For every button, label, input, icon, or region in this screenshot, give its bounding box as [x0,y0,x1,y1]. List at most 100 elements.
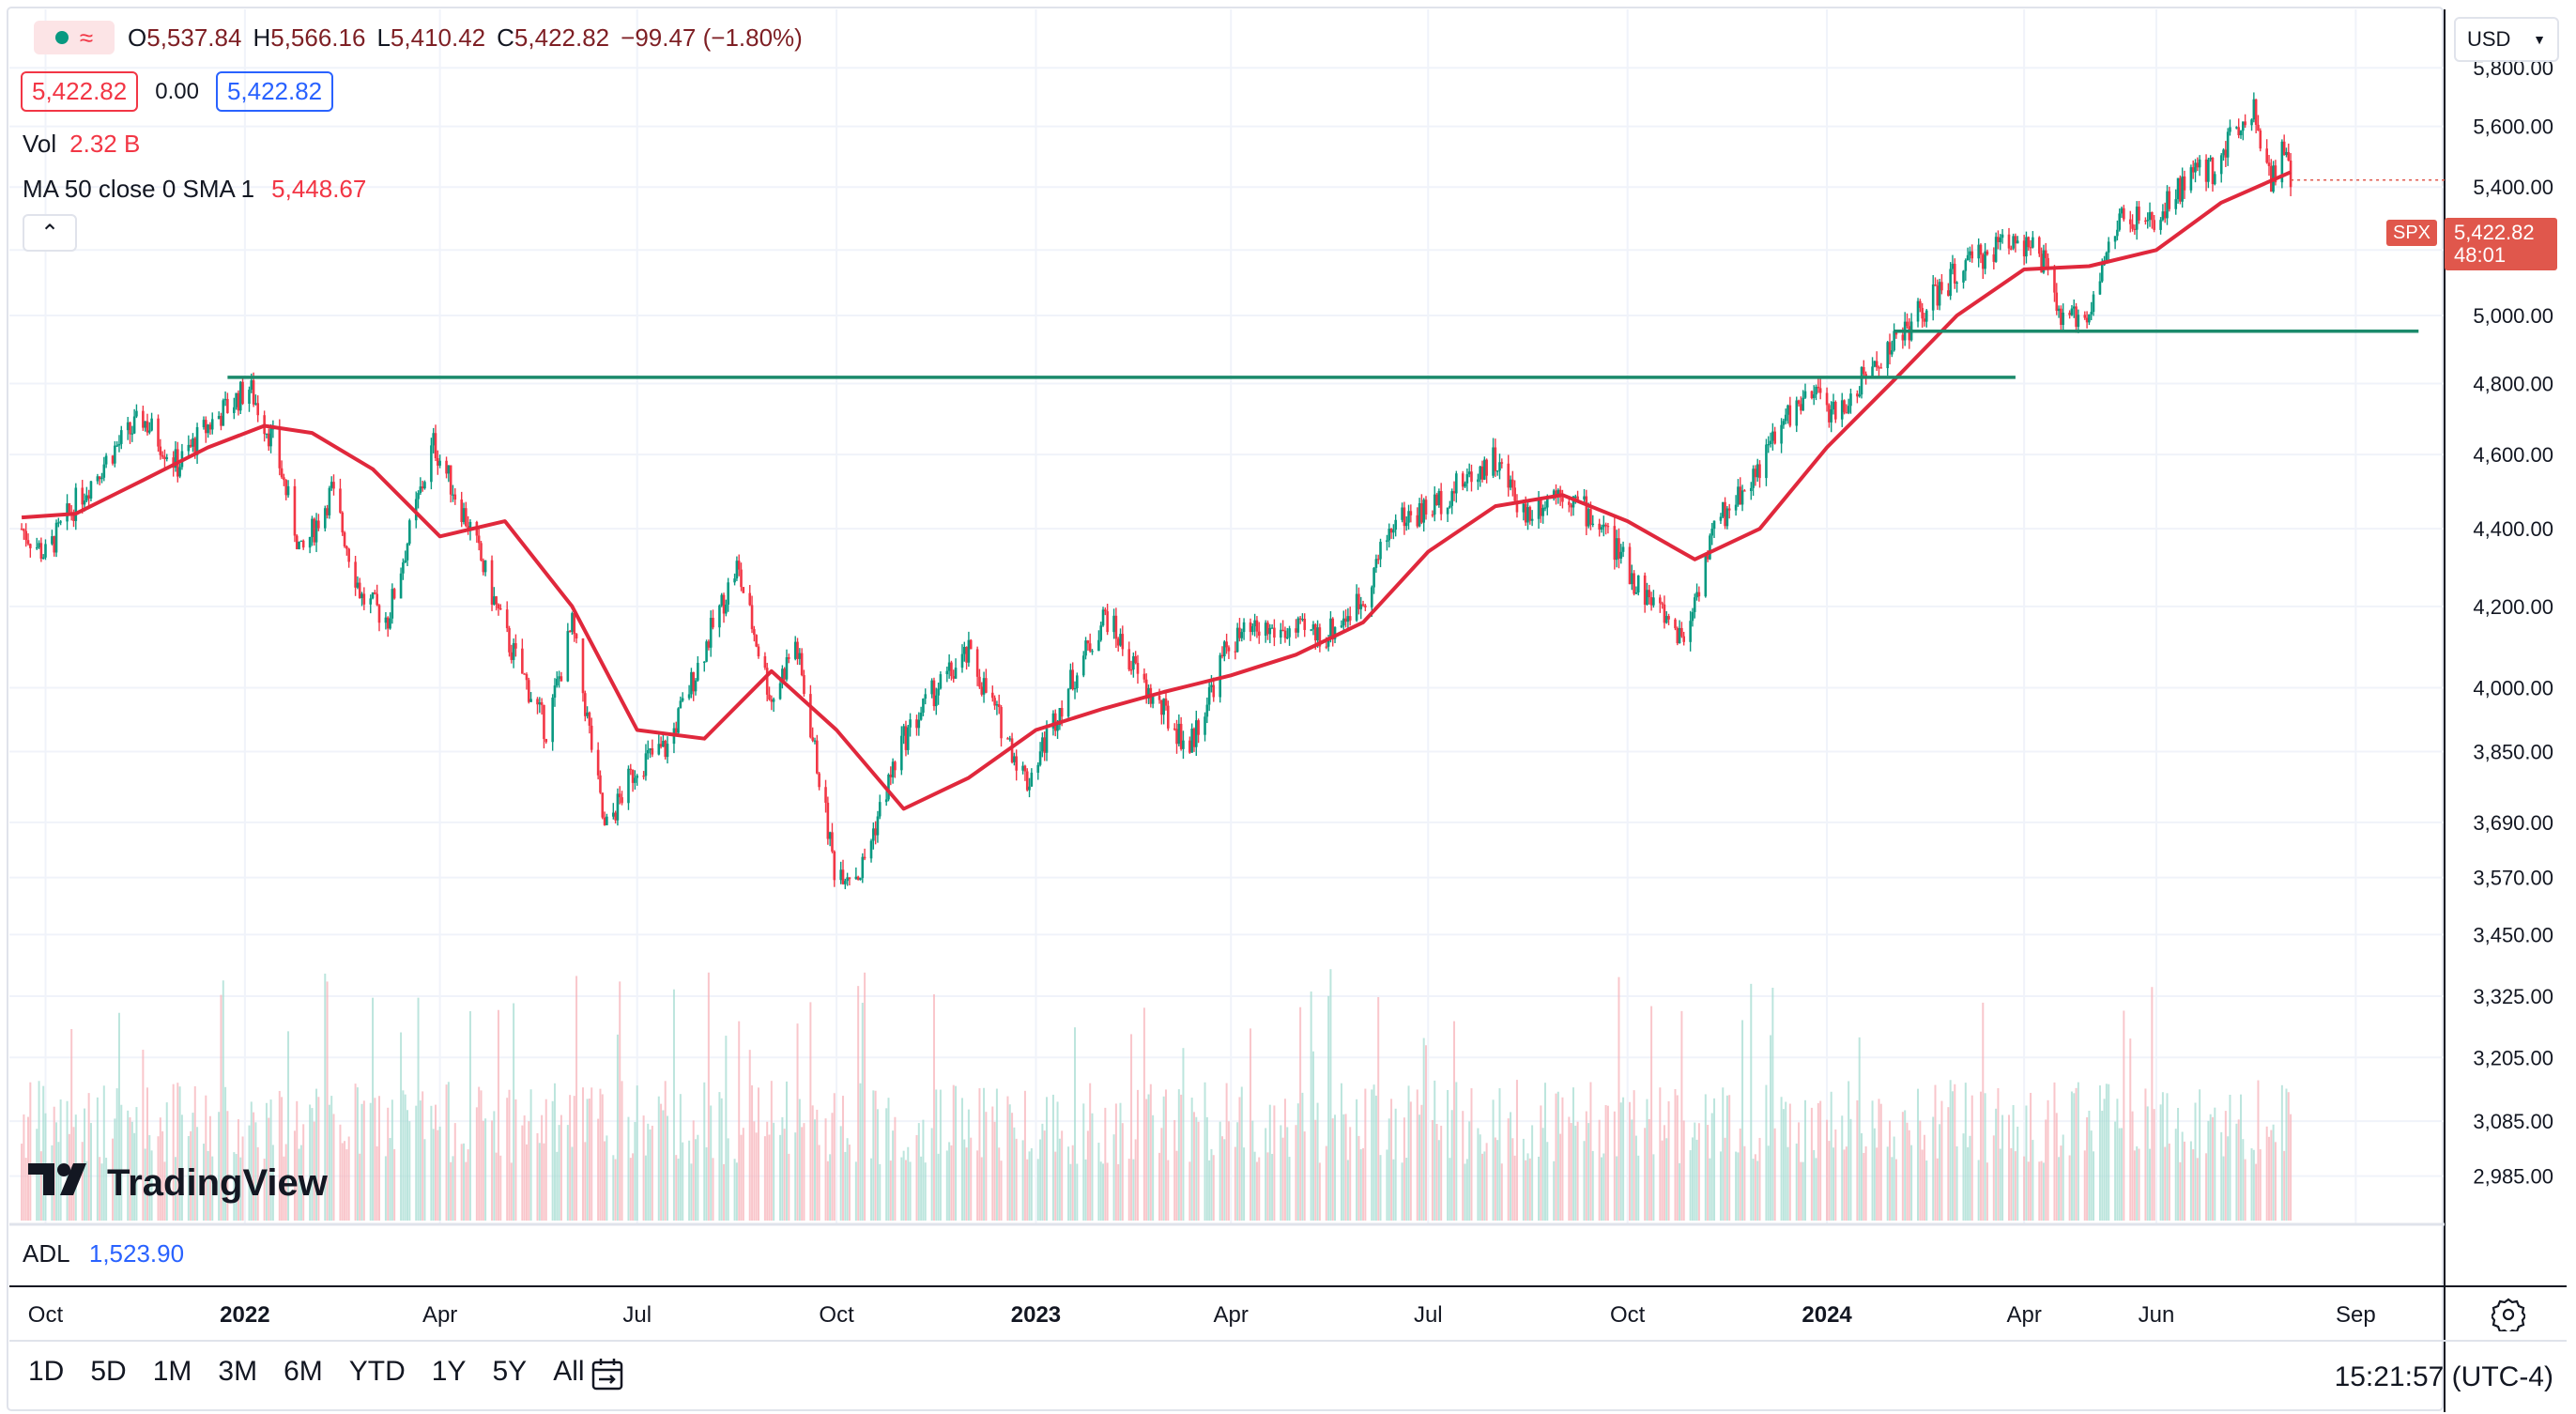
timeframe-5d-button[interactable]: 5D [90,1356,127,1387]
volume-bar [584,1142,587,1221]
volume-bar [1462,1111,1464,1221]
volume-bar [887,1098,890,1221]
volume-bar [2207,1120,2210,1221]
candle-body [514,643,517,649]
volume-bar [798,1099,801,1221]
volume-bar [1500,1163,1503,1221]
volume-bar [1604,1104,1607,1221]
candle-body [241,381,244,405]
volume-bar [250,1101,253,1221]
candle-body [826,802,830,839]
candle-body [854,876,858,880]
timeframe-5y-button[interactable]: 5Y [492,1356,528,1387]
gear-icon[interactable] [2492,1298,2525,1331]
volume-bar [1434,1080,1436,1221]
candle-body [2135,207,2139,230]
volume-bar [1559,1133,1562,1221]
volume-bar [1969,1135,1971,1221]
tradingview-logo[interactable]: TradingView [28,1162,328,1205]
candle-body [1572,496,1575,508]
volume-bar [1739,1128,1741,1221]
volume-bar [1498,1088,1501,1221]
volume-bar [2274,1142,2277,1221]
volume-bar [1455,1082,1458,1221]
volume-bar [281,1097,284,1221]
volume-bar [995,1088,998,1221]
candle-body [2237,127,2240,136]
candle-body [1389,529,1393,533]
volume-bar [389,1138,391,1221]
candle-body [111,455,115,464]
volume-bar [376,1145,378,1221]
candle-body [2029,247,2032,249]
candle-body [2105,252,2108,261]
timeframe-6m-button[interactable]: 6M [284,1356,323,1387]
candle-body [727,582,729,605]
volume-bar [1273,1105,1276,1221]
low-value: L5,410.42 [376,23,486,52]
timeframe-1d-button[interactable]: 1D [28,1356,65,1387]
candle-body [1511,479,1514,488]
volume-bar [703,1082,706,1221]
volume-bar [1585,1111,1587,1221]
volume-bar [1572,1087,1574,1221]
collapse-legend-button[interactable]: ⌃ [23,214,77,252]
volume-bar [1841,1115,1844,1221]
candle-body [590,725,593,750]
candle-body [1879,367,1883,369]
candle-body [952,676,956,679]
candle-body [2138,207,2140,221]
candle-body [81,487,84,505]
volume-bar [1450,1110,1453,1221]
chevron-up-icon: ⌃ [39,220,60,246]
timeframe-1y-button[interactable]: 1Y [431,1356,467,1387]
volume-bar [1162,1096,1165,1221]
volume-bar [1477,1128,1480,1221]
candle-body [1266,622,1269,635]
candle-body [2128,219,2132,224]
candle-body [2092,294,2095,313]
volume-bar [174,1157,176,1221]
volume-bar [1728,1095,1731,1221]
candle-body [915,719,918,729]
volume-bar [114,1118,116,1221]
volume-bar [406,1110,408,1221]
session-clock[interactable]: 15:21:57 (UTC-4) [2334,1361,2553,1392]
x-tick-label: Sep [2336,1302,2376,1328]
candle-body [1756,464,1759,478]
timeframe-3m-button[interactable]: 3M [218,1356,258,1387]
volume-bar [1359,1149,1362,1221]
timeframe-1m-button[interactable]: 1M [152,1356,192,1387]
candle-body [1205,704,1209,717]
candle-body [1485,459,1488,476]
volume-bar [1067,1146,1070,1221]
timeframe-all-button[interactable]: All [553,1356,585,1387]
date-range-icon[interactable] [590,1356,627,1393]
timeframe-ytd-button[interactable]: YTD [348,1356,406,1387]
volume-bar [1752,1159,1755,1221]
volume-bar [1485,1143,1488,1221]
candle-body [345,546,348,549]
volume-bar [508,1089,511,1221]
volume-bar [1190,1098,1193,1221]
candle-body [311,518,314,538]
market-status-button[interactable]: ≈ [34,21,115,54]
buy-price-button[interactable]: 5,422.82 [215,71,334,112]
volume-bar [785,1081,788,1221]
sell-price-button[interactable]: 5,422.82 [21,71,139,112]
candle-body [2014,236,2017,244]
currency-selector[interactable]: USD ▼ [2454,17,2559,62]
candle-body [2047,257,2049,269]
volume-bar [677,1159,680,1221]
volume-bar [632,1153,635,1221]
candle-body [596,749,600,776]
candle-body [679,700,682,709]
candle-body [1129,669,1133,671]
candle-body [2239,131,2243,136]
candle-body [878,802,882,817]
candle-body [192,438,194,447]
volume-bar [1023,1090,1026,1221]
volume-bar [1492,1099,1495,1221]
volume-bar [284,1144,287,1221]
